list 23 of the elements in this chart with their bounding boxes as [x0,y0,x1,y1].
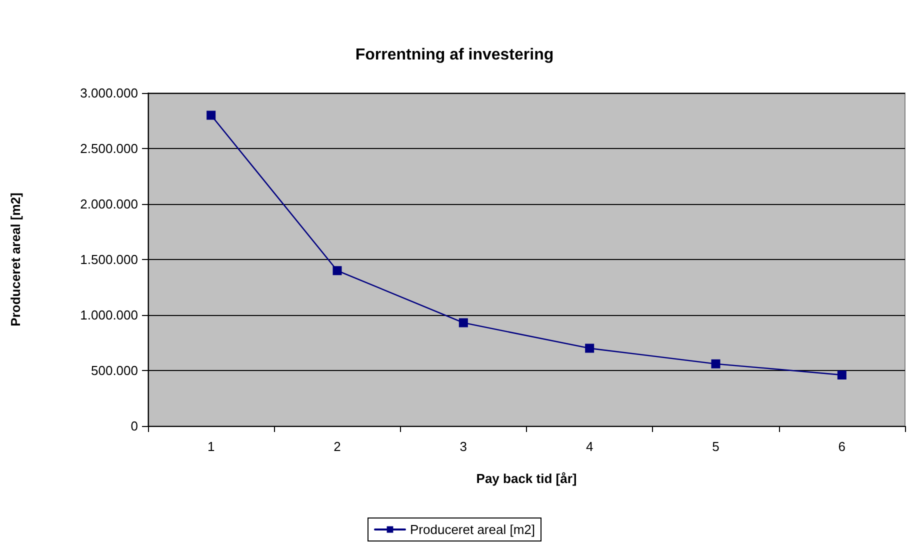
y-tick-label: 1.000.000 [80,308,138,322]
x-tick-label: 2 [334,439,341,454]
x-tick-label: 1 [207,439,215,454]
y-axis-title: Produceret areal [m2] [8,192,23,326]
y-tick-label: 0 [130,418,138,434]
y-tick-label: 2.500.000 [80,141,138,156]
point [585,344,594,353]
x-tick-label: 4 [586,439,594,454]
x-axis-title: Pay back tid [år] [476,471,577,486]
y-tick-label: 2.000.000 [80,196,138,212]
point [711,359,720,368]
x-tick-label: 6 [838,439,846,454]
point [206,110,216,120]
point [332,266,342,276]
chart-title: Forrentning af investering [355,46,554,64]
x-tick-label: 5 [712,439,720,454]
point [458,318,468,328]
y-tick-label: 3.000.000 [80,86,138,100]
point [837,370,846,380]
y-tick-label: 500.000 [91,363,138,378]
legend-label: Produceret areal [m2] [410,522,536,537]
y-tick-label: 1.500.000 [80,252,138,267]
x-tick-label: 3 [460,439,468,454]
